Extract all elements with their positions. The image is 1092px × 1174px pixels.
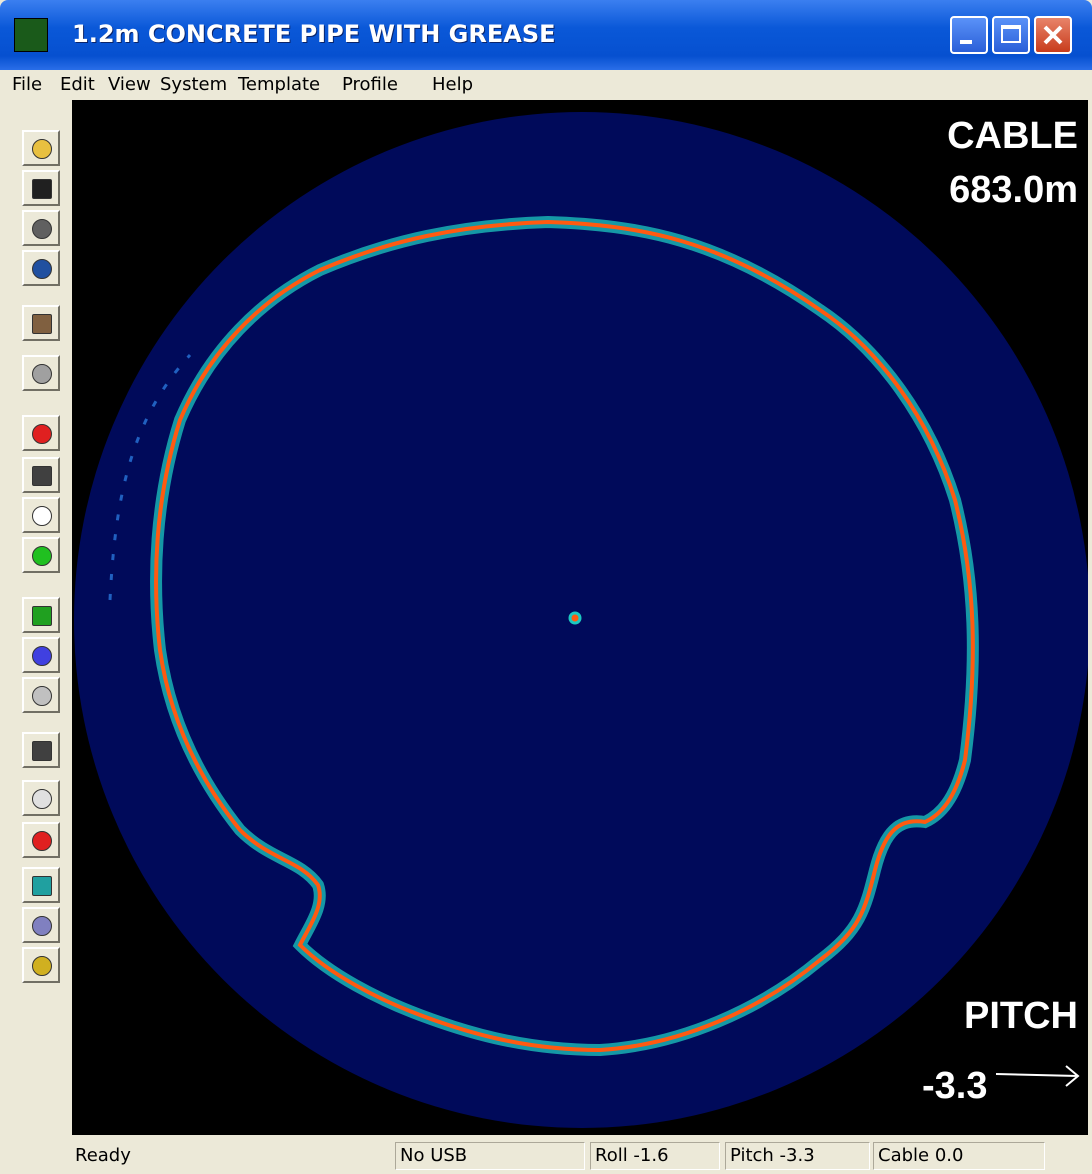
tool-button[interactable] <box>22 907 60 943</box>
tool-button[interactable] <box>22 597 60 633</box>
tool-button[interactable] <box>22 732 60 768</box>
tool-button[interactable] <box>22 867 60 903</box>
maximize-button[interactable] <box>992 16 1030 54</box>
cable-value: 683.0m <box>949 169 1078 211</box>
tool-button[interactable] <box>22 780 60 816</box>
tool-icon <box>32 314 52 334</box>
tool-icon <box>32 259 52 279</box>
tool-button[interactable] <box>22 822 60 858</box>
tool-icon <box>32 466 52 486</box>
tool-button[interactable] <box>22 305 60 341</box>
pitch-label: PITCH <box>964 995 1078 1037</box>
tool-icon <box>32 364 52 384</box>
menu-item[interactable]: System <box>160 74 228 95</box>
minimize-button[interactable] <box>950 16 988 54</box>
sonar-view: CABLE 683.0m PITCH -3.3 <box>72 100 1088 1135</box>
close-button[interactable] <box>1034 16 1072 54</box>
profile <box>108 215 979 1057</box>
menu-item[interactable]: Template <box>238 74 321 95</box>
app-icon <box>14 18 48 52</box>
tool-button[interactable] <box>22 355 60 391</box>
tool-icon <box>32 219 52 239</box>
tool-icon <box>32 831 52 851</box>
sonar-center <box>568 611 582 625</box>
tool-button[interactable] <box>22 497 60 533</box>
tool-button[interactable] <box>22 457 60 493</box>
menu-item[interactable]: Edit <box>60 74 95 95</box>
tool-button[interactable] <box>22 677 60 713</box>
tool-icon <box>32 686 52 706</box>
tool-icon <box>32 741 52 761</box>
menu-item[interactable]: Help <box>432 74 474 95</box>
tool-button[interactable] <box>22 415 60 451</box>
tool-button[interactable] <box>22 130 60 166</box>
tool-icon <box>32 179 52 199</box>
tool-button[interactable] <box>22 170 60 206</box>
tool-icon <box>32 646 52 666</box>
profile-line <box>154 219 975 1053</box>
pitch-arrow <box>995 1065 1080 1087</box>
tool-icon <box>32 916 52 936</box>
tool-icon <box>32 139 52 159</box>
cable-label: CABLE <box>947 115 1078 157</box>
tool-icon <box>32 789 52 809</box>
tool-icon <box>32 546 52 566</box>
menu-item[interactable]: File <box>12 74 43 95</box>
status-pane: Roll -1.6 <box>590 1142 720 1170</box>
tool-button[interactable] <box>22 250 60 286</box>
tool-button[interactable] <box>22 210 60 246</box>
pitch-value: -3.3 <box>922 1065 987 1107</box>
tool-icon <box>32 506 52 526</box>
tool-icon <box>32 606 52 626</box>
tool-button[interactable] <box>22 537 60 573</box>
window-title: 1.2m CONCRETE PIPE WITH GREASE <box>72 20 556 48</box>
status-pane: Pitch -3.3 <box>725 1142 870 1170</box>
tool-icon <box>32 424 52 444</box>
title-bar: 1.2m CONCRETE PIPE WITH GREASE <box>0 0 1092 70</box>
status-pane: No USB <box>395 1142 585 1170</box>
status-pane: Cable 0.0 <box>873 1142 1045 1170</box>
status-bar: Ready No USB Roll -1.6 Pitch -3.3 Cable 0.0 <box>0 1138 1092 1174</box>
tool-button[interactable] <box>22 637 60 673</box>
toolbar <box>0 100 70 1135</box>
close-x <box>1043 25 1063 45</box>
menu-bar: File Edit View System Template Profile Help <box>0 70 1092 100</box>
menu-item[interactable]: View <box>108 74 151 95</box>
tool-icon <box>32 956 52 976</box>
menu-item[interactable]: Profile <box>342 74 398 95</box>
tool-button[interactable] <box>22 947 60 983</box>
tool-icon <box>32 876 52 896</box>
status-pane: Ready <box>75 1145 131 1166</box>
